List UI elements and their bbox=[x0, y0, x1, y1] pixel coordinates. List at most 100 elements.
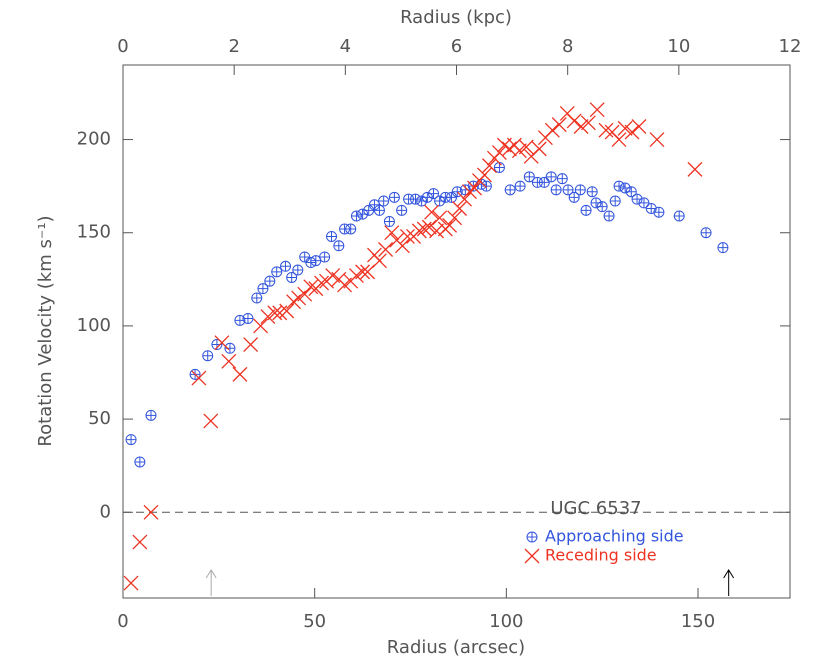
data-point bbox=[243, 337, 259, 353]
data-point bbox=[526, 531, 538, 543]
data-point bbox=[280, 260, 292, 272]
marker-cross bbox=[145, 410, 156, 421]
data-point bbox=[609, 195, 621, 207]
marker-cross bbox=[494, 162, 505, 173]
data-point bbox=[373, 204, 385, 216]
marker-cross bbox=[701, 227, 712, 238]
x-tick-label: 150 bbox=[681, 611, 715, 632]
x2-tick-label: 4 bbox=[340, 36, 351, 57]
data-point bbox=[384, 225, 400, 241]
legend-label: Approaching side bbox=[545, 527, 684, 546]
marker-cross bbox=[280, 261, 291, 272]
data-point bbox=[271, 266, 283, 278]
data-point bbox=[514, 180, 526, 192]
data-point bbox=[638, 197, 650, 209]
data-point bbox=[452, 201, 468, 216]
marker-x bbox=[143, 504, 159, 520]
marker-cross bbox=[638, 197, 649, 208]
data-point bbox=[544, 122, 560, 138]
marker-x bbox=[598, 122, 614, 138]
marker-x bbox=[617, 120, 633, 136]
data-point bbox=[421, 219, 437, 235]
data-point bbox=[538, 176, 550, 188]
data-point bbox=[394, 238, 410, 254]
data-point bbox=[191, 370, 207, 386]
marker-x bbox=[432, 210, 448, 226]
data-point bbox=[491, 145, 507, 161]
marker-x bbox=[524, 548, 540, 564]
data-point bbox=[143, 504, 159, 520]
marker-cross bbox=[333, 240, 344, 251]
data-point bbox=[232, 366, 248, 382]
data-point bbox=[326, 230, 338, 242]
x2-axis-label: Radius (kpc) bbox=[400, 7, 512, 28]
data-point bbox=[355, 264, 371, 280]
data-point bbox=[482, 158, 497, 174]
x2-tick-label: 10 bbox=[667, 36, 690, 57]
marker-cross bbox=[546, 171, 557, 182]
marker-x bbox=[378, 242, 394, 257]
data-point bbox=[429, 223, 445, 239]
marker-cross bbox=[126, 434, 137, 445]
marker-cross bbox=[597, 201, 608, 212]
data-point bbox=[580, 204, 592, 216]
data-point bbox=[279, 303, 295, 319]
marker-cross bbox=[524, 171, 535, 182]
marker-x bbox=[260, 309, 276, 325]
data-point bbox=[260, 309, 276, 325]
marker-x bbox=[191, 370, 207, 386]
marker-cross bbox=[242, 313, 253, 324]
data-point bbox=[624, 124, 640, 140]
marker-cross bbox=[396, 205, 407, 216]
marker-x bbox=[253, 318, 269, 334]
marker-cross bbox=[551, 184, 562, 195]
data-point bbox=[286, 271, 298, 283]
data-point bbox=[297, 286, 313, 302]
marker-cross bbox=[134, 456, 145, 467]
data-point bbox=[396, 204, 408, 216]
y-tick-label: 150 bbox=[77, 222, 111, 243]
marker-x bbox=[482, 158, 497, 174]
data-point bbox=[399, 228, 415, 244]
data-point bbox=[286, 294, 302, 310]
marker-cross bbox=[646, 203, 657, 214]
data-point bbox=[409, 193, 421, 205]
data-point bbox=[251, 292, 263, 304]
data-point bbox=[378, 242, 394, 257]
data-point bbox=[580, 115, 596, 131]
marker-cross bbox=[674, 210, 685, 221]
marker-x bbox=[580, 115, 596, 131]
marker-x bbox=[467, 180, 482, 196]
x-tick-label: 0 bbox=[117, 611, 128, 632]
data-point bbox=[568, 191, 580, 203]
x2-tick-label: 12 bbox=[779, 36, 802, 57]
marker-cross bbox=[286, 272, 297, 283]
data-point bbox=[264, 275, 276, 287]
data-point bbox=[550, 184, 562, 196]
data-point bbox=[480, 180, 492, 192]
marker-cross bbox=[389, 192, 400, 203]
marker-cross bbox=[575, 184, 586, 195]
x2-tick-label: 8 bbox=[562, 36, 573, 57]
data-point bbox=[501, 141, 517, 157]
data-point bbox=[596, 201, 608, 213]
marker-x bbox=[314, 275, 330, 291]
data-point bbox=[687, 161, 703, 177]
marker-x bbox=[452, 201, 468, 216]
marker-cross bbox=[319, 251, 330, 262]
data-point bbox=[224, 342, 236, 354]
x-tick-label: 100 bbox=[489, 611, 523, 632]
data-point bbox=[598, 122, 614, 138]
data-point bbox=[123, 575, 139, 591]
marker-x bbox=[611, 132, 627, 148]
marker-x bbox=[394, 238, 410, 254]
marker-cross bbox=[363, 205, 374, 216]
data-point bbox=[566, 113, 582, 129]
data-point bbox=[562, 184, 574, 196]
marker-x bbox=[384, 225, 400, 241]
data-point bbox=[447, 210, 463, 226]
x2-tick-label: 6 bbox=[451, 36, 462, 57]
data-point bbox=[631, 119, 647, 134]
data-point bbox=[350, 210, 362, 222]
